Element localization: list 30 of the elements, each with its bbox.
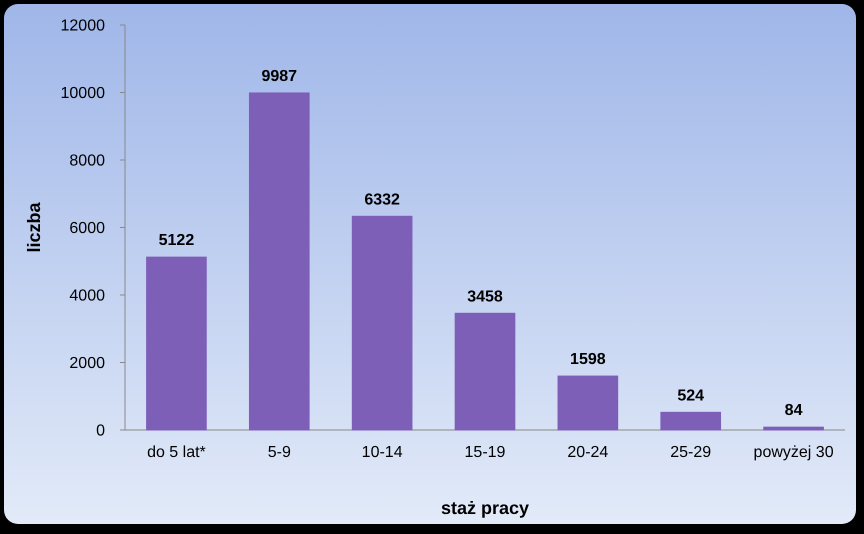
bar — [454, 312, 516, 430]
y-tick-label: 2000 — [69, 355, 106, 372]
bar — [763, 426, 824, 430]
data-label: 84 — [784, 402, 803, 420]
x-tick-label: 10-14 — [362, 444, 403, 461]
y-tick-label: 8000 — [69, 152, 106, 170]
data-label: 6332 — [364, 191, 400, 208]
data-label: 5122 — [158, 232, 194, 250]
y-axis-title: liczba — [24, 202, 44, 253]
y-tick-label: 0 — [96, 422, 106, 440]
x-tick-label: 25-29 — [670, 444, 712, 461]
data-label: 3458 — [467, 288, 503, 306]
x-tick-label: powyżej 30 — [754, 444, 834, 461]
bar — [248, 92, 310, 430]
bar — [352, 216, 412, 430]
x-tick-label: 20-24 — [567, 444, 608, 461]
x-axis-title: staż pracy — [440, 498, 530, 518]
x-tick-label: 15-19 — [464, 444, 506, 461]
bar — [660, 412, 722, 430]
x-tick-label: do 5 lat* — [147, 444, 206, 461]
bar — [558, 376, 618, 430]
x-tick-label: 5-9 — [268, 444, 291, 461]
y-tick-label: 12000 — [60, 18, 106, 35]
y-tick-label: 4000 — [69, 288, 106, 305]
data-label: 524 — [677, 387, 704, 404]
y-tick-label: 10000 — [60, 85, 106, 102]
data-label: 1598 — [570, 351, 606, 368]
y-tick-label: 6000 — [69, 220, 106, 238]
data-label: 9987 — [261, 68, 298, 85]
bar — [146, 256, 207, 430]
